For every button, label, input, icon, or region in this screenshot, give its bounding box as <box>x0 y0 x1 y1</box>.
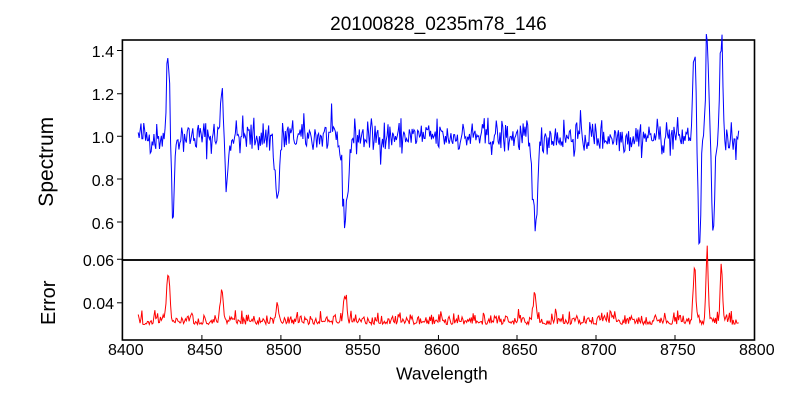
svg-text:Error: Error <box>38 280 60 325</box>
svg-text:Wavelength: Wavelength <box>396 364 488 384</box>
svg-text:Spectrum: Spectrum <box>35 117 58 207</box>
